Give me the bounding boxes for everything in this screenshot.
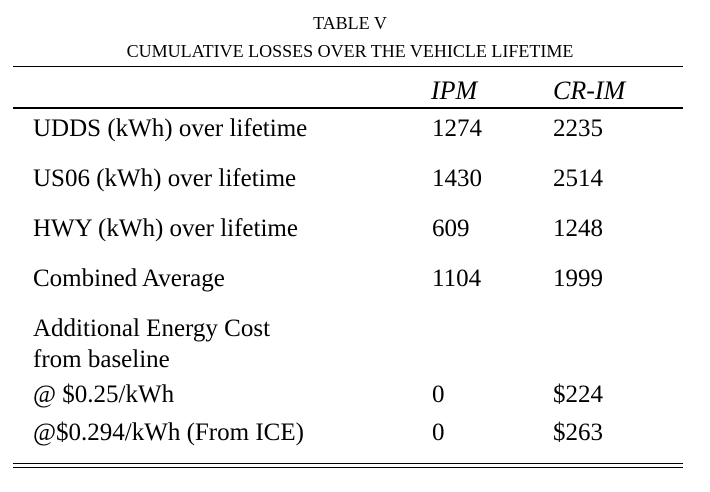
row-label-us06: US06 (kWh) over lifetime — [33, 165, 297, 192]
column-header-cr-im: CR-IM — [553, 76, 626, 105]
cost-heading-line1: Additional Energy Cost — [33, 315, 271, 342]
row-label-udds: UDDS (kWh) over lifetime — [33, 115, 308, 142]
bottom-rule-1 — [13, 463, 683, 464]
cost-row-label-025: @ $0.25/kWh — [33, 381, 175, 408]
row-label-combined: Combined Average — [33, 265, 225, 292]
cost-row-value-0294-crim: $263 — [553, 419, 603, 446]
row-value-us06-ipm: 1430 — [432, 165, 482, 192]
cost-row-label-0294: @$0.294/kWh (From ICE) — [33, 419, 304, 446]
table-number: TABLE V — [313, 13, 387, 33]
cost-heading-line2: from baseline — [33, 346, 170, 373]
cost-row-value-025-crim: $224 — [553, 381, 603, 408]
bottom-rule-2 — [13, 467, 683, 468]
row-label-hwy: HWY (kWh) over lifetime — [33, 215, 298, 242]
cost-row-value-0294-ipm: 0 — [432, 419, 445, 446]
column-header-ipm: IPM — [431, 76, 478, 105]
cost-row-value-025-ipm: 0 — [432, 381, 445, 408]
row-value-udds-crim: 2235 — [553, 115, 603, 142]
row-value-udds-ipm: 1274 — [432, 115, 482, 142]
top-rule — [13, 66, 683, 67]
row-value-combined-ipm: 1104 — [432, 265, 482, 292]
row-value-hwy-crim: 1248 — [553, 215, 603, 242]
row-value-us06-crim: 2514 — [553, 165, 603, 192]
row-value-hwy-ipm: 609 — [432, 215, 470, 242]
row-value-combined-crim: 1999 — [553, 265, 603, 292]
table-title: CUMULATIVE LOSSES OVER THE VEHICLE LIFET… — [126, 41, 574, 61]
header-rule — [13, 107, 683, 109]
